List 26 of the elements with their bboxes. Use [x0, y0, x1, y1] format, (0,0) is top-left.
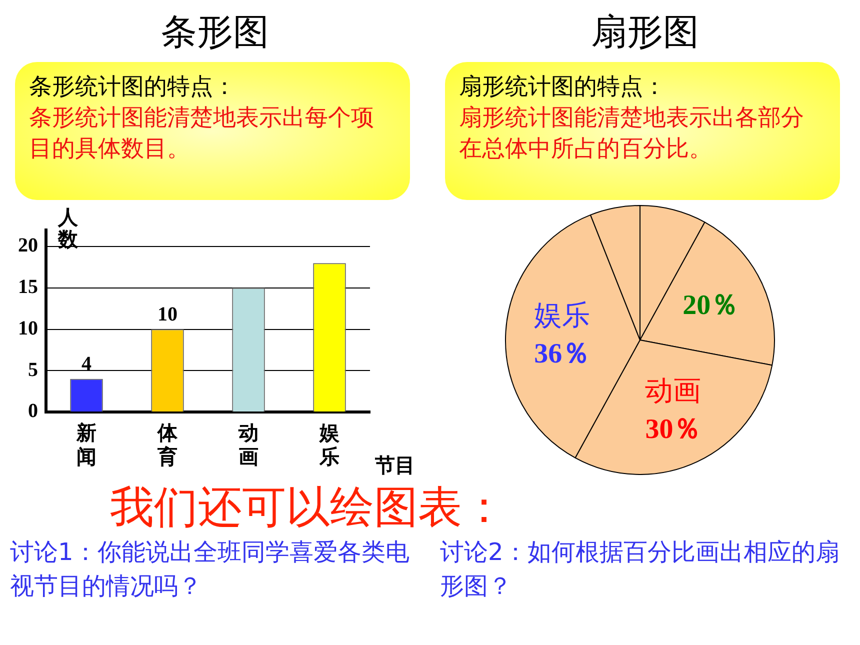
x-tick-label: 新闻: [76, 422, 96, 469]
text: 我们还可以绘图表：: [110, 481, 507, 535]
data-label: 30％: [645, 414, 702, 445]
data-label: 10: [158, 303, 178, 326]
data-label: 4: [82, 353, 92, 376]
x-tick-label: 娱乐: [318, 422, 340, 469]
text: 讨论1：你能说出全班同学喜爱各类电视节目的情况吗？: [10, 537, 410, 602]
y-tick-label: 15: [18, 276, 38, 298]
slice-label: 动画: [645, 374, 702, 407]
text: 讨论2：如何根据百分比画出相应的扇形图？: [440, 537, 840, 602]
chart-title: 条形图: [160, 11, 270, 55]
y-tick-label: 5: [28, 358, 38, 381]
y-tick-label: 20: [18, 234, 38, 257]
x-tick-label: 体育: [156, 422, 178, 469]
x-axis-title: 节目: [375, 452, 415, 479]
data-label: 20％: [682, 290, 739, 322]
text: 扇形统计图能清楚地表示出各部分在总体中所占的百分比。: [459, 104, 805, 164]
data-label: 36％: [534, 338, 590, 370]
slice-label: 娱乐: [534, 298, 590, 332]
x-tick-label: 动画: [238, 422, 258, 469]
y-tick-label: 0: [28, 400, 38, 422]
chart-title: 扇形图: [590, 11, 700, 55]
text: 条形统计图的特点：: [29, 73, 237, 102]
text: 扇形统计图的特点：: [459, 73, 667, 102]
y-tick-label: 10: [18, 317, 38, 340]
text: 条形统计图能清楚地表示出每个项目的具体数目。: [29, 104, 375, 164]
